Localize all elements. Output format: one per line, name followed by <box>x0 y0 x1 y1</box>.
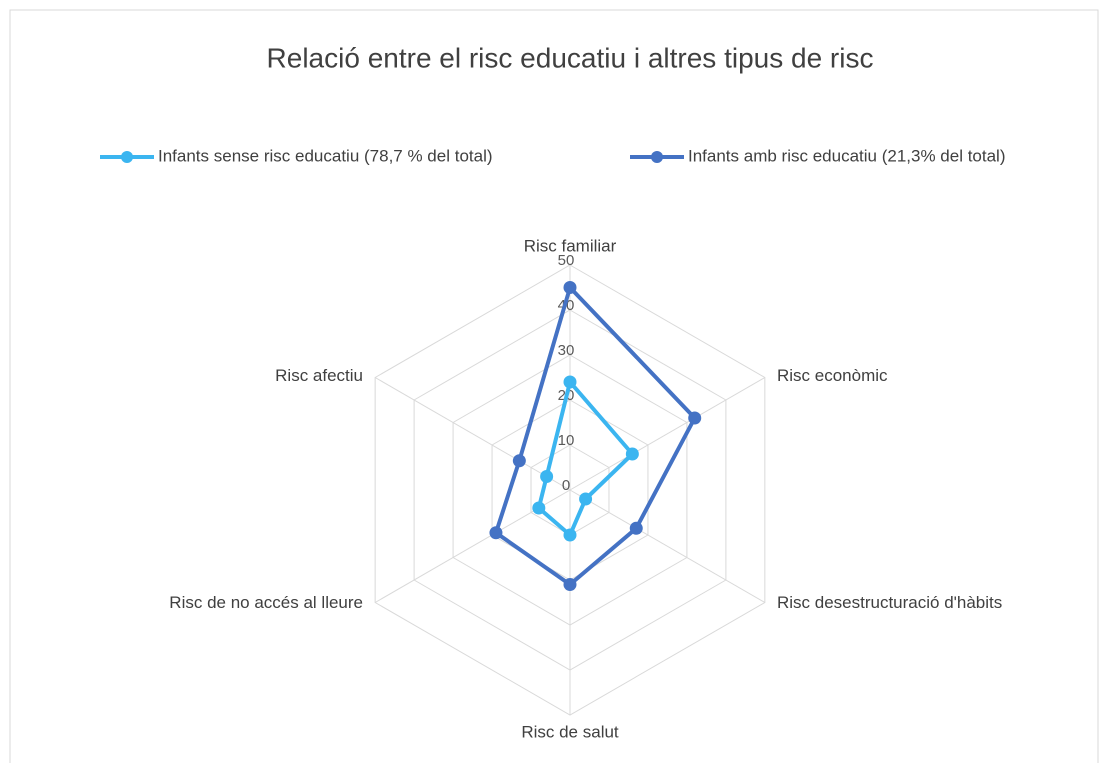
data-point <box>563 528 577 542</box>
axis-line <box>569 377 766 491</box>
category-label: Risc desestructuració d'hàbits <box>777 593 1002 612</box>
data-point <box>512 454 526 468</box>
category-label: Risc de no accés al lleure <box>169 593 363 612</box>
data-point <box>489 526 503 540</box>
legend-marker <box>651 151 663 163</box>
axis-line <box>374 377 571 491</box>
data-point <box>563 375 577 389</box>
tick-label: 10 <box>558 432 575 449</box>
category-label: Risc familiar <box>524 236 617 255</box>
tick-label: 30 <box>558 342 575 359</box>
data-point <box>563 281 577 294</box>
chart-title: Relació entre el risc educatiu i altres … <box>267 42 874 73</box>
tick-label: 0 <box>562 477 570 494</box>
tick-label: 50 <box>558 252 575 269</box>
data-point <box>532 501 546 515</box>
data-point <box>579 492 593 506</box>
data-point <box>540 470 554 483</box>
data-point <box>688 411 702 425</box>
legend-label: Infants sense risc educatiu (78,7 % del … <box>158 146 493 165</box>
axis-line <box>569 489 766 603</box>
data-point <box>625 447 639 461</box>
category-label: Risc afectiu <box>275 366 363 385</box>
chart-border <box>9 9 1099 763</box>
legend-marker <box>121 151 133 163</box>
legend-label: Infants amb risc educatiu (21,3% del tot… <box>688 146 1006 165</box>
data-point <box>563 578 577 591</box>
data-point <box>629 521 643 535</box>
category-label: Risc econòmic <box>777 366 888 385</box>
category-label: Risc de salut <box>521 722 619 741</box>
